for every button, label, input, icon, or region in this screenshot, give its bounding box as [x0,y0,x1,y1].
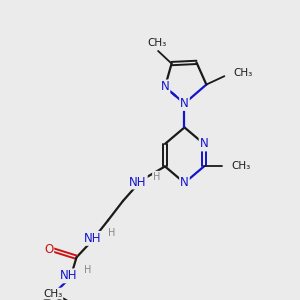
Text: CH₃: CH₃ [232,161,251,171]
Text: NH: NH [129,176,147,188]
Text: H: H [84,266,91,275]
Text: H: H [108,228,115,238]
Text: N: N [180,97,189,110]
Text: O: O [44,243,53,256]
Text: CH₃: CH₃ [148,38,167,48]
Text: N: N [200,137,208,150]
Text: N: N [160,80,169,94]
Text: H: H [153,172,160,182]
Text: CH₃: CH₃ [233,68,253,78]
Text: NH: NH [60,269,78,282]
Text: NH: NH [84,232,102,245]
Text: CH₃: CH₃ [43,289,62,298]
Text: N: N [180,176,189,189]
